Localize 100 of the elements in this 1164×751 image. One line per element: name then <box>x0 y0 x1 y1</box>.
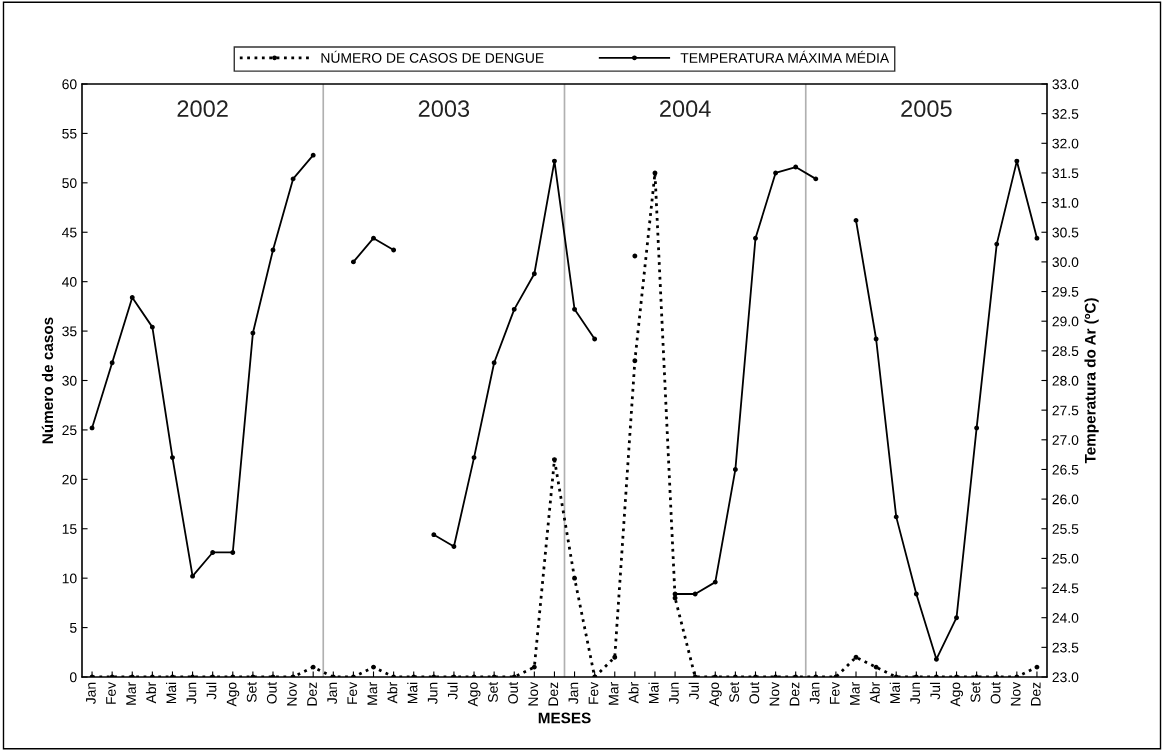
legend-label: TEMPERATURA MÁXIMA MÉDIA <box>680 50 890 63</box>
x-tick-label: Jun <box>910 682 921 705</box>
x-tick-label: Set <box>246 681 257 703</box>
y-tick-label: 5 <box>69 623 77 633</box>
y-tick-label: 20 <box>62 474 77 485</box>
point <box>712 579 718 585</box>
x-tick-label: Ago <box>468 682 481 707</box>
y2-tick-label: 24.5 <box>1052 583 1079 594</box>
y-tick-label: 15 <box>62 524 77 534</box>
y2-tick-label: 28.5 <box>1052 346 1079 357</box>
x-tick-label: Mar <box>126 682 136 705</box>
point <box>933 656 939 662</box>
x-tick-label: Set <box>729 681 740 703</box>
x-tick-label: Set <box>488 681 498 703</box>
point <box>893 514 899 520</box>
x-tick-label: Dez <box>789 682 800 706</box>
point <box>632 358 638 364</box>
x-tick-label: Jul <box>688 682 699 700</box>
x-tick-label: Jun <box>427 682 438 705</box>
point <box>853 654 859 660</box>
point <box>612 654 618 660</box>
y2-tick-label: 23.5 <box>1052 642 1079 653</box>
x-tick-label: Mai <box>648 682 659 704</box>
y2-tick-label: 25.5 <box>1052 524 1079 534</box>
x-tick-label: Ago <box>950 682 963 707</box>
x-tick-label: Mai <box>166 682 177 704</box>
point <box>572 306 577 312</box>
y2-tick-label: 25.0 <box>1052 553 1079 564</box>
point <box>431 532 437 538</box>
x-tick-label: Fev <box>106 681 116 704</box>
point <box>873 664 879 670</box>
x-tick-label: Nov <box>1010 681 1021 706</box>
y2-tick-label: 32.0 <box>1052 138 1079 149</box>
point <box>129 295 135 300</box>
y-axis-title: Número de casos <box>41 317 54 444</box>
y2-tick-label: 28.0 <box>1052 375 1079 386</box>
x-tick-label: Dez <box>1030 682 1041 706</box>
x-tick-label: Mar <box>850 682 860 705</box>
point <box>672 595 678 601</box>
point <box>692 591 698 597</box>
y-tick-label: 0 <box>69 672 77 683</box>
point <box>1034 235 1040 241</box>
point <box>371 664 376 670</box>
point <box>310 664 316 670</box>
point <box>994 241 1000 247</box>
point <box>552 158 557 164</box>
legend-label: NÚMERO DE CASOS DE DENGUE <box>321 50 544 63</box>
point <box>190 573 196 579</box>
x-tick-label: Abr <box>145 682 157 704</box>
point <box>471 455 477 461</box>
y2-tick-label: 30.0 <box>1052 257 1079 268</box>
y-tick-label: 25 <box>62 425 77 436</box>
point <box>873 336 879 342</box>
point <box>1014 158 1020 164</box>
x-tick-label: Mai <box>407 682 418 704</box>
x-tick-label: Jan <box>568 682 579 705</box>
point <box>1034 664 1040 670</box>
x-tick-label: Mai <box>889 682 900 704</box>
point <box>230 550 236 555</box>
annotation: 2005 <box>901 100 952 118</box>
y2-tick-label: 24.0 <box>1052 613 1079 623</box>
point <box>491 360 497 366</box>
x-tick-label: Jul <box>206 682 217 700</box>
x-tick-label: Mar <box>367 682 378 705</box>
point <box>511 306 517 312</box>
point <box>89 425 95 431</box>
x-tick-label: Nov <box>528 681 539 706</box>
y-tick-label: 55 <box>62 128 77 139</box>
point <box>954 615 959 621</box>
y2-tick-label: 30.5 <box>1052 227 1079 238</box>
y2-tick-label: 26.5 <box>1052 464 1079 475</box>
point <box>531 271 537 277</box>
y2-tick-label: 27.0 <box>1052 435 1079 445</box>
point <box>391 247 397 253</box>
point <box>572 575 577 581</box>
annotation: 2002 <box>177 100 228 118</box>
annotation: 2004 <box>660 100 711 118</box>
y-tick-label: 35 <box>62 326 77 337</box>
y2-tick-label: 29.5 <box>1052 286 1079 297</box>
y-tick-label: 60 <box>62 79 77 90</box>
x-tick-label: Set <box>970 681 981 703</box>
y2-tick-label: 23.0 <box>1052 672 1079 683</box>
y-tick-label: 50 <box>62 178 77 188</box>
point <box>290 176 296 182</box>
y2-tick-label: 27.5 <box>1052 405 1079 416</box>
x-tick-label: Jan <box>327 682 338 705</box>
y2-axis-title: Temperatura do Ar (ºC) <box>1084 298 1099 464</box>
point <box>672 591 678 597</box>
x-tick-label: Dez <box>307 682 317 706</box>
y2-tick-label: 31.0 <box>1052 197 1079 208</box>
annotation: 2003 <box>418 100 470 118</box>
x-tick-label: Mar <box>608 682 619 705</box>
x-tick-label: Jan <box>809 682 820 705</box>
point <box>732 467 738 472</box>
y2-tick-label: 33.0 <box>1052 79 1079 90</box>
x-tick-label: Out <box>266 681 277 704</box>
x-tick-label: Fev <box>588 681 599 704</box>
point <box>652 170 658 176</box>
point <box>913 591 919 597</box>
x-tick-label: Out <box>749 681 760 704</box>
